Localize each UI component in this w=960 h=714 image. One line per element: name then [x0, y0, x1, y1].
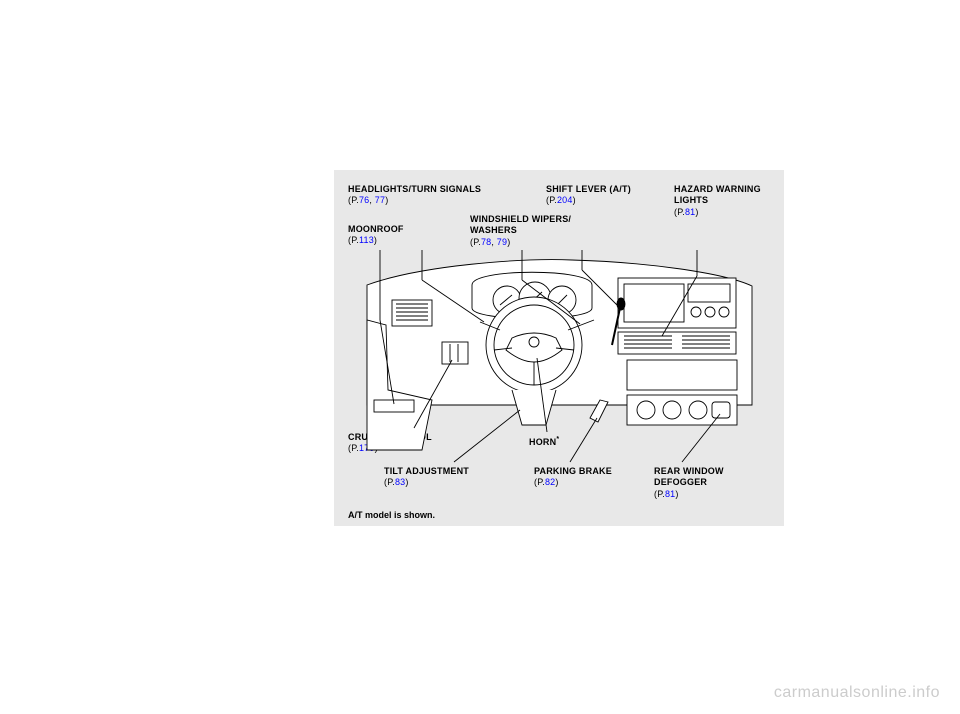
pref-close: ): [573, 195, 576, 205]
page-link[interactable]: 81: [685, 207, 695, 217]
diagram-container: HEADLIGHTS/TURN SIGNALS (P.76, 77) SHIFT…: [334, 170, 784, 526]
dashboard-illustration: [362, 250, 756, 470]
label-text2: DEFOGGER: [654, 477, 707, 487]
page-link[interactable]: 76: [359, 195, 369, 205]
label-text: SHIFT LEVER (A/T): [546, 184, 631, 194]
pref-open: (P.: [348, 195, 359, 205]
pref-open: (P.: [654, 489, 665, 499]
page-link[interactable]: 82: [545, 477, 555, 487]
label-shift: SHIFT LEVER (A/T) (P.204): [546, 184, 631, 207]
label-text: WINDSHIELD WIPERS/: [470, 214, 571, 224]
label-defogger: REAR WINDOW DEFOGGER (P.81): [654, 466, 724, 500]
pref-close: ): [374, 235, 377, 245]
pref-open: (P.: [674, 207, 685, 217]
label-wipers: WINDSHIELD WIPERS/ WASHERS (P.78, 79): [470, 214, 571, 248]
page-link[interactable]: 77: [375, 195, 385, 205]
label-text: HAZARD WARNING: [674, 184, 761, 194]
label-text: MOONROOF: [348, 224, 404, 234]
label-moonroof: MOONROOF (P.113): [348, 224, 404, 247]
pref-close: ): [385, 195, 388, 205]
pref-open: (P.: [348, 443, 359, 453]
pref-close: ): [507, 237, 510, 247]
page-link[interactable]: 79: [497, 237, 507, 247]
pref-close: ): [695, 207, 698, 217]
pref-open: (P.: [546, 195, 557, 205]
label-hazard: HAZARD WARNING LIGHTS (P.81): [674, 184, 761, 218]
page-link[interactable]: 78: [481, 237, 491, 247]
watermark: carmanualsonline.info: [774, 684, 940, 702]
page-link[interactable]: 204: [557, 195, 573, 205]
footnote: A/T model is shown.: [348, 510, 435, 520]
pref-close: ): [675, 489, 678, 499]
pref-open: (P.: [470, 237, 481, 247]
page-link[interactable]: 113: [359, 235, 374, 245]
label-text2: LIGHTS: [674, 195, 708, 205]
pref-close: ): [405, 477, 408, 487]
label-text: HEADLIGHTS/TURN SIGNALS: [348, 184, 481, 194]
pref-open: (P.: [534, 477, 545, 487]
pref-open: (P.: [384, 477, 395, 487]
pref-open: (P.: [348, 235, 359, 245]
pref-close: ): [555, 477, 558, 487]
page-link[interactable]: 83: [395, 477, 405, 487]
page-link[interactable]: 81: [665, 489, 675, 499]
label-headlights: HEADLIGHTS/TURN SIGNALS (P.76, 77): [348, 184, 481, 207]
label-text2: WASHERS: [470, 225, 517, 235]
